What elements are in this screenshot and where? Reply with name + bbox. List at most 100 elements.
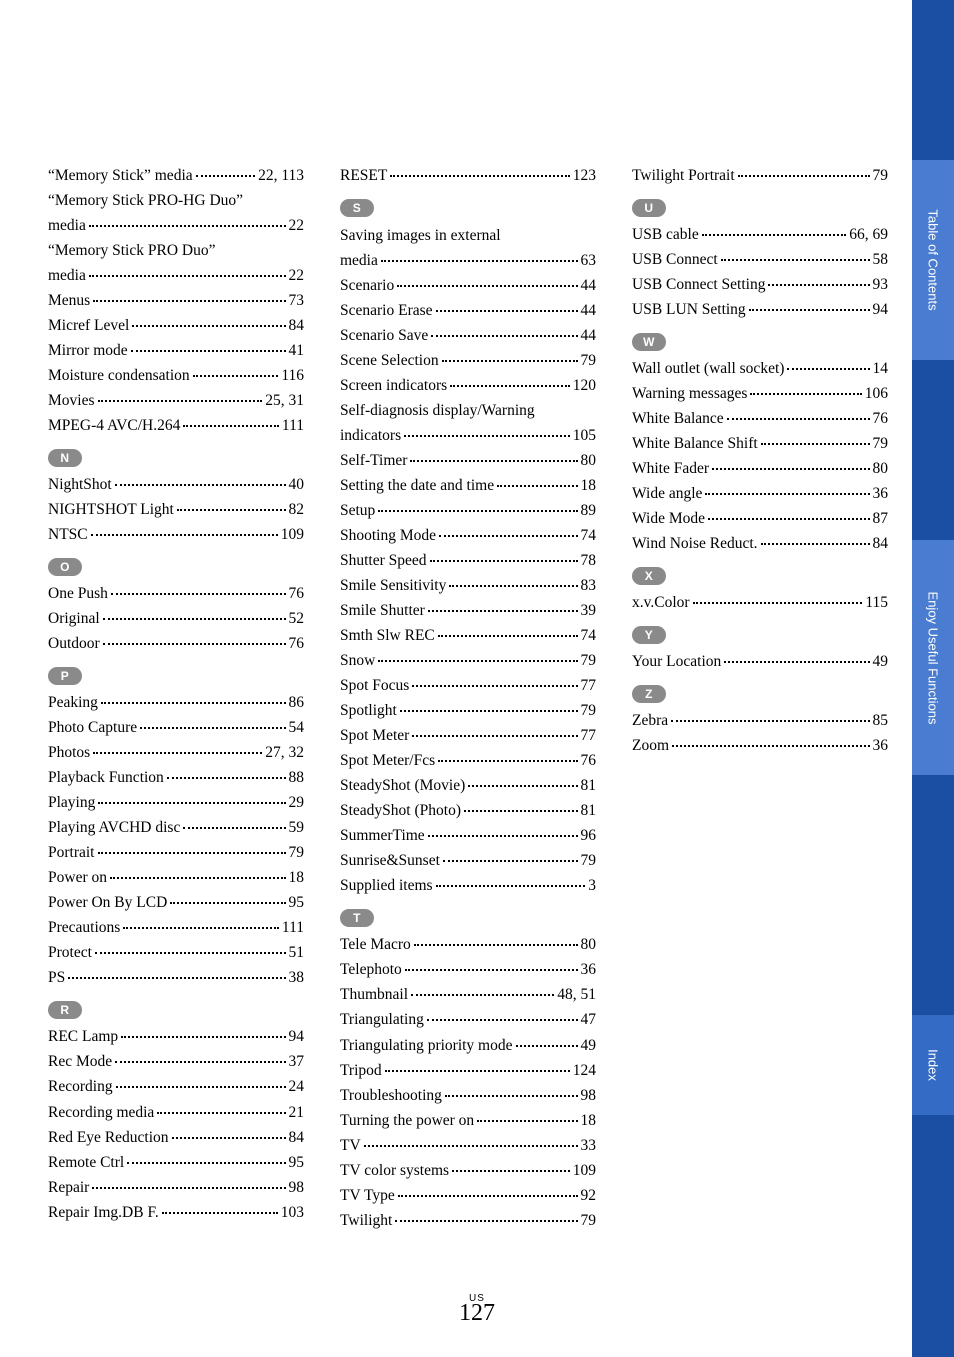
index-entry[interactable]: Playing AVCHD disc59 <box>48 816 304 840</box>
index-entry[interactable]: Power on18 <box>48 866 304 890</box>
index-entry[interactable]: Photo Capture54 <box>48 716 304 740</box>
index-entry[interactable]: SteadyShot (Photo)81 <box>340 799 596 823</box>
index-entry[interactable]: Spot Focus77 <box>340 674 596 698</box>
index-entry[interactable]: Self-diagnosis display/Warning <box>340 399 596 423</box>
index-entry[interactable]: Smile Sensitivity83 <box>340 574 596 598</box>
index-entry[interactable]: Shooting Mode74 <box>340 524 596 548</box>
index-entry[interactable]: Triangulating47 <box>340 1008 596 1032</box>
index-entry[interactable]: NTSC109 <box>48 523 304 547</box>
index-entry[interactable]: Scenario Erase44 <box>340 299 596 323</box>
index-entry[interactable]: Turning the power on18 <box>340 1109 596 1133</box>
index-entry[interactable]: Portrait79 <box>48 841 304 865</box>
index-entry[interactable]: Troubleshooting98 <box>340 1084 596 1108</box>
index-entry[interactable]: Scene Selection79 <box>340 349 596 373</box>
leader-dots <box>768 284 869 286</box>
index-entry[interactable]: Scenario Save44 <box>340 324 596 348</box>
index-entry[interactable]: Twilight Portrait79 <box>632 164 888 188</box>
index-entry[interactable]: Power On By LCD95 <box>48 891 304 915</box>
index-entry[interactable]: Repair98 <box>48 1176 304 1200</box>
index-entry[interactable]: Playback Function88 <box>48 766 304 790</box>
index-entry[interactable]: Sunrise&Sunset79 <box>340 849 596 873</box>
index-entry[interactable]: Warning messages106 <box>632 382 888 406</box>
index-entry[interactable]: MPEG-4 AVC/H.264111 <box>48 414 304 438</box>
index-entry[interactable]: Movies25, 31 <box>48 389 304 413</box>
index-entry[interactable]: Repair Img.DB F.103 <box>48 1201 304 1225</box>
index-entry[interactable]: Screen indicators120 <box>340 374 596 398</box>
index-entry[interactable]: REC Lamp94 <box>48 1025 304 1049</box>
index-entry[interactable]: Spot Meter/Fcs76 <box>340 749 596 773</box>
index-entry[interactable]: Supplied items3 <box>340 874 596 898</box>
index-entry[interactable]: Smth Slw REC74 <box>340 624 596 648</box>
index-entry[interactable]: Setting the date and time18 <box>340 474 596 498</box>
index-entry[interactable]: Rec Mode37 <box>48 1050 304 1074</box>
index-entry[interactable]: White Balance76 <box>632 407 888 431</box>
leader-dots <box>411 994 554 996</box>
tab-table-of-contents[interactable]: Table of Contents <box>912 160 954 360</box>
index-entry[interactable]: White Balance Shift79 <box>632 432 888 456</box>
index-entry[interactable]: Mirror mode41 <box>48 339 304 363</box>
index-entry[interactable]: Menus73 <box>48 289 304 313</box>
index-entry[interactable]: Red Eye Reduction84 <box>48 1126 304 1150</box>
index-entry[interactable]: Setup89 <box>340 499 596 523</box>
index-entry[interactable]: Your Location49 <box>632 650 888 674</box>
index-entry-cont[interactable]: media63 <box>340 249 596 273</box>
index-entry[interactable]: Wide angle36 <box>632 482 888 506</box>
index-entry[interactable]: Wind Noise Reduct.84 <box>632 532 888 556</box>
index-entry[interactable]: Wall outlet (wall socket)14 <box>632 357 888 381</box>
index-entry[interactable]: Outdoor76 <box>48 632 304 656</box>
index-entry[interactable]: Shutter Speed78 <box>340 549 596 573</box>
index-entry-cont[interactable]: media22 <box>48 214 304 238</box>
index-entry[interactable]: x.v.Color115 <box>632 591 888 615</box>
index-entry[interactable]: Tele Macro80 <box>340 933 596 957</box>
index-entry[interactable]: Scenario44 <box>340 274 596 298</box>
index-entry[interactable]: PS38 <box>48 966 304 990</box>
index-entry[interactable]: Tripod124 <box>340 1059 596 1083</box>
index-entry[interactable]: Photos27, 32 <box>48 741 304 765</box>
index-entry[interactable]: USB LUN Setting94 <box>632 298 888 322</box>
index-entry[interactable]: “Memory Stick PRO-HG Duo” <box>48 189 304 213</box>
index-entry[interactable]: Zoom36 <box>632 734 888 758</box>
index-entry[interactable]: Recording media21 <box>48 1101 304 1125</box>
index-entry[interactable]: Wide Mode87 <box>632 507 888 531</box>
index-entry-cont[interactable]: media22 <box>48 264 304 288</box>
tab-useful-functions[interactable]: Enjoy Useful Functions <box>912 540 954 775</box>
index-entry[interactable]: Twilight79 <box>340 1209 596 1233</box>
index-entry[interactable]: Protect51 <box>48 941 304 965</box>
index-entry[interactable]: NIGHTSHOT Light82 <box>48 498 304 522</box>
index-entry[interactable]: Saving images in external <box>340 224 596 248</box>
index-entry[interactable]: NightShot40 <box>48 473 304 497</box>
index-entry[interactable]: “Memory Stick” media22, 113 <box>48 164 304 188</box>
index-entry[interactable]: Recording24 <box>48 1075 304 1099</box>
index-entry[interactable]: Triangulating priority mode49 <box>340 1034 596 1058</box>
index-entry[interactable]: Precautions111 <box>48 916 304 940</box>
index-entry[interactable]: SummerTime96 <box>340 824 596 848</box>
index-entry[interactable]: Original52 <box>48 607 304 631</box>
index-entry[interactable]: USB Connect58 <box>632 248 888 272</box>
index-entry[interactable]: Spot Meter77 <box>340 724 596 748</box>
index-entry[interactable]: Peaking86 <box>48 691 304 715</box>
tab-index[interactable]: Index <box>912 1015 954 1115</box>
index-entry[interactable]: Playing29 <box>48 791 304 815</box>
index-entry[interactable]: Snow79 <box>340 649 596 673</box>
index-entry[interactable]: Spotlight79 <box>340 699 596 723</box>
index-entry[interactable]: USB cable66, 69 <box>632 223 888 247</box>
index-entry[interactable]: Micref Level84 <box>48 314 304 338</box>
index-entry[interactable]: TV Type92 <box>340 1184 596 1208</box>
index-entry[interactable]: White Fader80 <box>632 457 888 481</box>
index-entry[interactable]: Remote Ctrl95 <box>48 1151 304 1175</box>
index-entry[interactable]: TV color systems109 <box>340 1159 596 1183</box>
index-entry[interactable]: Thumbnail48, 51 <box>340 983 596 1007</box>
index-entry[interactable]: Smile Shutter39 <box>340 599 596 623</box>
index-entry[interactable]: Self-Timer80 <box>340 449 596 473</box>
index-entry[interactable]: TV33 <box>340 1134 596 1158</box>
index-entry[interactable]: SteadyShot (Movie)81 <box>340 774 596 798</box>
index-entry[interactable]: Moisture condensation116 <box>48 364 304 388</box>
index-entry[interactable]: Telephoto36 <box>340 958 596 982</box>
index-entry[interactable]: “Memory Stick PRO Duo” <box>48 239 304 263</box>
index-entry[interactable]: USB Connect Setting93 <box>632 273 888 297</box>
index-page: 83 <box>581 574 597 598</box>
index-entry[interactable]: RESET123 <box>340 164 596 188</box>
index-entry[interactable]: One Push76 <box>48 582 304 606</box>
index-entry[interactable]: Zebra85 <box>632 709 888 733</box>
index-entry-cont[interactable]: indicators105 <box>340 424 596 448</box>
